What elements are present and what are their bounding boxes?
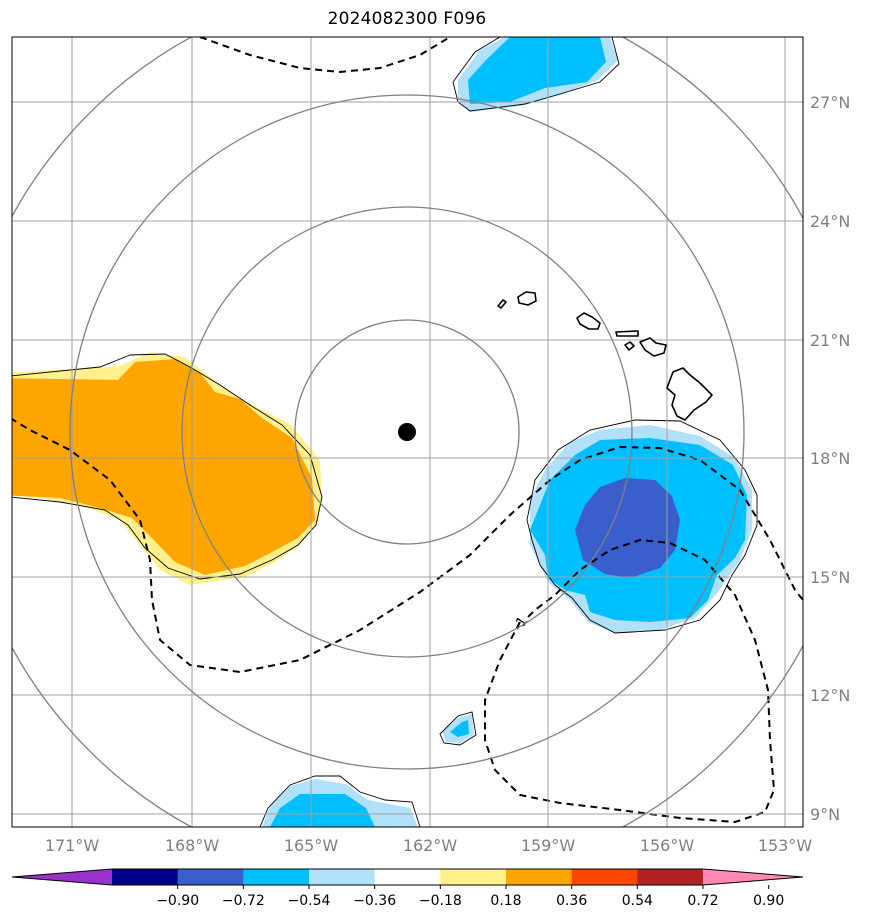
lon-label: 153°W: [758, 836, 813, 855]
lon-label: 165°W: [284, 836, 339, 855]
lon-label: 162°W: [403, 836, 458, 855]
island-big-island: [666, 367, 713, 421]
hawaiian-islands: [497, 291, 713, 421]
colorbar-tick-label: 0.18: [490, 893, 521, 909]
lon-label: 171°W: [45, 836, 100, 855]
storm-center-dot: [398, 423, 416, 441]
colorbar-segment: [112, 869, 179, 885]
colorbar: −0.90 −0.72 −0.54 −0.36 −0.18 0.18 0.36 0.54 0.7…: [11, 868, 804, 909]
negative-north-contour: [452, 37, 620, 112]
range-ring-3: [69, 94, 745, 770]
lon-label: 156°W: [640, 836, 695, 855]
colorbar-extend-high: [703, 869, 803, 885]
negative-south-contour: [259, 775, 421, 827]
colorbar-segment: [309, 869, 376, 885]
lat-label: 21°N: [810, 331, 850, 350]
range-ring-2: [181, 206, 633, 658]
positive-anomaly-inner: [12, 359, 315, 575]
dashed-contour-north: [199, 37, 451, 74]
colorbar-segment: [374, 869, 441, 885]
lat-label: 27°N: [810, 93, 850, 112]
colorbar-tick-label: −0.72: [222, 893, 265, 909]
small-blob-contour: [439, 711, 477, 746]
lon-label: 168°W: [165, 836, 220, 855]
colorbar-tick-label: 0.90: [753, 893, 784, 909]
colorbar-segment: [571, 869, 638, 885]
negative-anomaly-region: [526, 419, 758, 634]
colorbar-outline: [11, 868, 804, 886]
lat-label: 15°N: [810, 568, 850, 587]
island-molokai: [615, 330, 639, 337]
colorbar-tick-label: 0.54: [622, 893, 653, 909]
island-niihau: [497, 299, 507, 309]
dashed-contours: [12, 37, 803, 824]
lat-label: 12°N: [810, 686, 850, 705]
negative-south-mid: [270, 794, 375, 827]
island-kauai: [517, 291, 537, 306]
map-frame: [11, 36, 804, 828]
range-rings: [12, 37, 803, 827]
colorbar-segment: [506, 869, 573, 885]
lat-label: 24°N: [810, 212, 850, 231]
map-title: 2024082300 F096: [327, 9, 487, 29]
colorbar-tick-label: 0.36: [556, 893, 587, 909]
negative-anomaly-core: [575, 478, 680, 578]
lat-label: 18°N: [810, 449, 850, 468]
negative-north-mid: [468, 37, 606, 104]
dashed-contour-west: [12, 418, 803, 674]
negative-anomaly-contour: [526, 419, 758, 634]
positive-anomaly-region: [12, 352, 323, 585]
colorbar-segment: [440, 869, 507, 885]
colorbar-segment: [177, 869, 244, 885]
colorbar-tick-label: −0.18: [419, 893, 462, 909]
island-oahu: [576, 312, 601, 330]
lon-label: 159°W: [521, 836, 576, 855]
map-area: -1: [12, 37, 803, 827]
negative-anomaly-south: [259, 775, 421, 827]
colorbar-tick-label: −0.36: [353, 893, 396, 909]
island-maui: [639, 337, 667, 357]
island-lanai: [624, 341, 635, 351]
gridlines: [12, 37, 803, 827]
colorbar-tick-label: 0.72: [687, 893, 718, 909]
latitude-labels: 27°N 24°N 21°N 18°N 15°N 12°N 9°N: [810, 93, 850, 824]
colorbar-extend-low: [12, 869, 112, 885]
lat-label: 9°N: [810, 805, 840, 824]
colorbar-tick-label: −0.90: [156, 893, 199, 909]
colorbar-tick-label: −0.54: [288, 893, 331, 909]
longitude-labels: 171°W 168°W 165°W 162°W 159°W 156°W 153°…: [45, 836, 813, 855]
positive-anomaly-contour: [12, 353, 323, 580]
small-blob-mid: [450, 720, 469, 737]
negative-anomaly-small: [439, 711, 477, 746]
colorbar-segment: [243, 869, 310, 885]
range-ring-1: [294, 319, 520, 545]
negative-anomaly-north: [452, 37, 620, 112]
colorbar-segment: [637, 869, 704, 885]
dashed-contour-southeast: [484, 538, 776, 824]
